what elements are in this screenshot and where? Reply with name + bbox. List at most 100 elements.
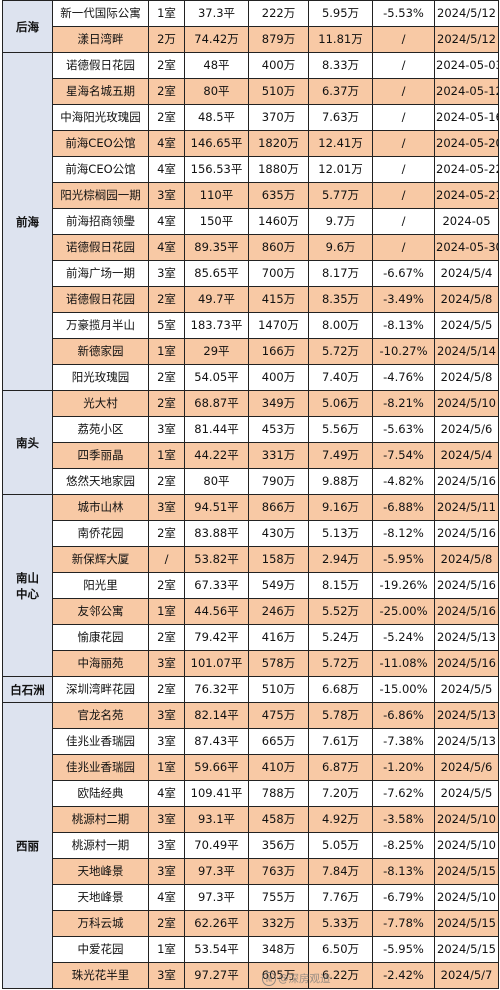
- table-row: 星海名城五期 2室 80平 510万 6.37万/2024-05-12: [3, 78, 499, 105]
- area-cell: 156.53平: [184, 156, 249, 183]
- area-cell: 68.87平: [184, 390, 249, 417]
- project-name-cell: 万豪揽月半山: [52, 312, 149, 339]
- area-cell: 93.1平: [184, 806, 249, 833]
- area-cell: 150平: [184, 208, 249, 235]
- table-row: 中海阳光玫瑰园 2室 48.5平 370万 7.63万/2024-05-16: [3, 104, 499, 131]
- rooms-cell: 1室: [148, 754, 185, 781]
- project-name-cell: 南侨花园: [52, 520, 149, 547]
- total-price-cell: 166万: [248, 338, 309, 365]
- district-cell: 南山 中心: [2, 494, 53, 677]
- table-row: 西丽 官龙名苑 3室 82.14平 475万 5.78万 -6.86% 2024/5/13: [2, 702, 499, 989]
- unit-price-cell: 5.56万: [308, 416, 373, 443]
- change-cell: /: [372, 78, 435, 105]
- area-cell: 70.49平: [184, 832, 249, 859]
- rooms-cell: 4室: [148, 208, 185, 235]
- change-cell: -8.21%: [372, 390, 435, 417]
- total-price-cell: 400万: [248, 52, 309, 79]
- table-row: 佳兆业香瑞园 3室 87.43平 665万 7.61万 -7.38% 2024/5/13: [3, 728, 499, 755]
- unit-price-cell: 6.37万: [308, 78, 373, 105]
- table-row: 桃源村二期 3室 93.1平 458万 4.92万 -3.58% 2024/5/10: [3, 806, 499, 833]
- unit-price-cell: 9.7万: [308, 208, 373, 235]
- table-row: 四季丽晶 1室 44.22平 331万 7.49万 -7.54% 2024/5/4: [3, 442, 499, 469]
- area-cell: 67.33平: [184, 572, 249, 599]
- area-cell: 89.35平: [184, 234, 249, 261]
- change-cell: -1.20%: [372, 754, 435, 781]
- unit-price-cell: 8.00万: [308, 312, 373, 339]
- table-row: 万豪揽月半山 5室 183.73平 1470万 8.00万 -8.13% 2024/5/5: [3, 312, 499, 339]
- area-cell: 97.3平: [184, 884, 249, 911]
- area-cell: 97.27平: [184, 962, 249, 989]
- rooms-cell: 2室: [148, 78, 185, 105]
- total-price-cell: 665万: [248, 728, 309, 755]
- project-name-cell: 星海名城五期: [52, 78, 149, 105]
- total-price-cell: 453万: [248, 416, 309, 443]
- unit-price-cell: 9.88万: [308, 468, 373, 495]
- project-name-cell: 中爱花园: [52, 936, 149, 963]
- date-cell: 2024/5/16: [434, 468, 499, 495]
- table-row: 诺德假日花园 2室 49.7平 415万 8.35万 -3.49% 2024/5/8: [3, 286, 499, 313]
- project-name-cell: 中海阳光玫瑰园: [52, 104, 149, 131]
- table-row: 珠光花半里 3室 97.27平 605万 6.22万 -2.42% 2024/5/7: [3, 962, 499, 989]
- rooms-cell: 3室: [148, 494, 185, 521]
- table-row: 前海 诺德假日花园 2室 48平 400万 8.33万/2024-05-03: [2, 52, 499, 391]
- date-cell: 2024/5/16: [434, 520, 499, 547]
- total-price-cell: 866万: [248, 494, 309, 521]
- total-price-cell: 415万: [248, 286, 309, 313]
- rooms-cell: 3室: [148, 728, 185, 755]
- change-cell: /: [372, 234, 435, 261]
- table-row: 前海广场一期 3室 85.65平 700万 8.17万 -6.67% 2024/5/4: [3, 260, 499, 287]
- rooms-cell: 2室: [148, 390, 185, 417]
- change-cell: /: [372, 104, 435, 131]
- total-price-cell: 635万: [248, 182, 309, 209]
- date-cell: 2024/5/10: [434, 832, 499, 859]
- area-cell: 94.51平: [184, 494, 249, 521]
- area-cell: 87.43平: [184, 728, 249, 755]
- watermark: 微 @深房观造: [262, 971, 331, 986]
- total-price-cell: 700万: [248, 260, 309, 287]
- unit-price-cell: 5.72万: [308, 650, 373, 677]
- total-price-cell: 549万: [248, 572, 309, 599]
- total-price-cell: 416万: [248, 624, 309, 651]
- date-cell: 2024-05-20: [434, 130, 499, 157]
- area-cell: 37.3平: [184, 0, 249, 27]
- district-cell: 西丽: [2, 702, 53, 989]
- table-row: 南头 光大村 2室 68.87平 349万 5.06万 -8.21% 2024/5/10: [2, 390, 499, 495]
- table-row: 新德家园 1室 29平 166万 5.72万 -10.27% 2024/5/14: [3, 338, 499, 365]
- watermark-text: @深房观造: [278, 973, 331, 985]
- date-cell: 2024-05: [434, 208, 499, 235]
- unit-price-cell: 7.84万: [308, 858, 373, 885]
- rooms-cell: /: [148, 546, 185, 573]
- rooms-cell: 4室: [148, 156, 185, 183]
- unit-price-cell: 5.77万: [308, 182, 373, 209]
- unit-price-cell: 4.92万: [308, 806, 373, 833]
- project-name-cell: 佳兆业香瑞园: [52, 754, 149, 781]
- total-price-cell: 222万: [248, 0, 309, 27]
- date-cell: 2024/5/12: [434, 26, 499, 53]
- rooms-cell: 1室: [148, 338, 185, 365]
- project-name-cell: 桃源村二期: [52, 806, 149, 833]
- change-cell: -5.95%: [372, 936, 435, 963]
- date-cell: 2024/5/15: [434, 910, 499, 937]
- date-cell: 2024/5/5: [434, 676, 499, 703]
- area-cell: 97.3平: [184, 858, 249, 885]
- change-cell: -3.49%: [372, 286, 435, 313]
- project-name-cell: 光大村: [52, 390, 149, 417]
- project-name-cell: 荔苑小区: [52, 416, 149, 443]
- area-cell: 74.42万: [184, 26, 249, 53]
- area-cell: 62.26平: [184, 910, 249, 937]
- rooms-cell: 2室: [148, 520, 185, 547]
- table-row: 南山 中心 城市山林 3室 94.51平 866万 9.16万 -6.88% 2024/5/11: [2, 494, 499, 677]
- unit-price-cell: 6.50万: [308, 936, 373, 963]
- date-cell: 2024-05-03: [434, 52, 499, 79]
- area-cell: 82.14平: [184, 702, 249, 729]
- rooms-cell: 3室: [148, 806, 185, 833]
- table-row: 桃源村一期 3室 70.49平 356万 5.05万 -8.25% 2024/5/10: [3, 832, 499, 859]
- change-cell: -7.62%: [372, 780, 435, 807]
- unit-price-cell: 5.95万: [308, 0, 373, 27]
- rooms-cell: 2室: [148, 624, 185, 651]
- unit-price-cell: 5.06万: [308, 390, 373, 417]
- area-cell: 44.56平: [184, 598, 249, 625]
- rooms-cell: 3室: [148, 702, 185, 729]
- total-price-cell: 400万: [248, 364, 309, 391]
- project-name-cell: 四季丽晶: [52, 442, 149, 469]
